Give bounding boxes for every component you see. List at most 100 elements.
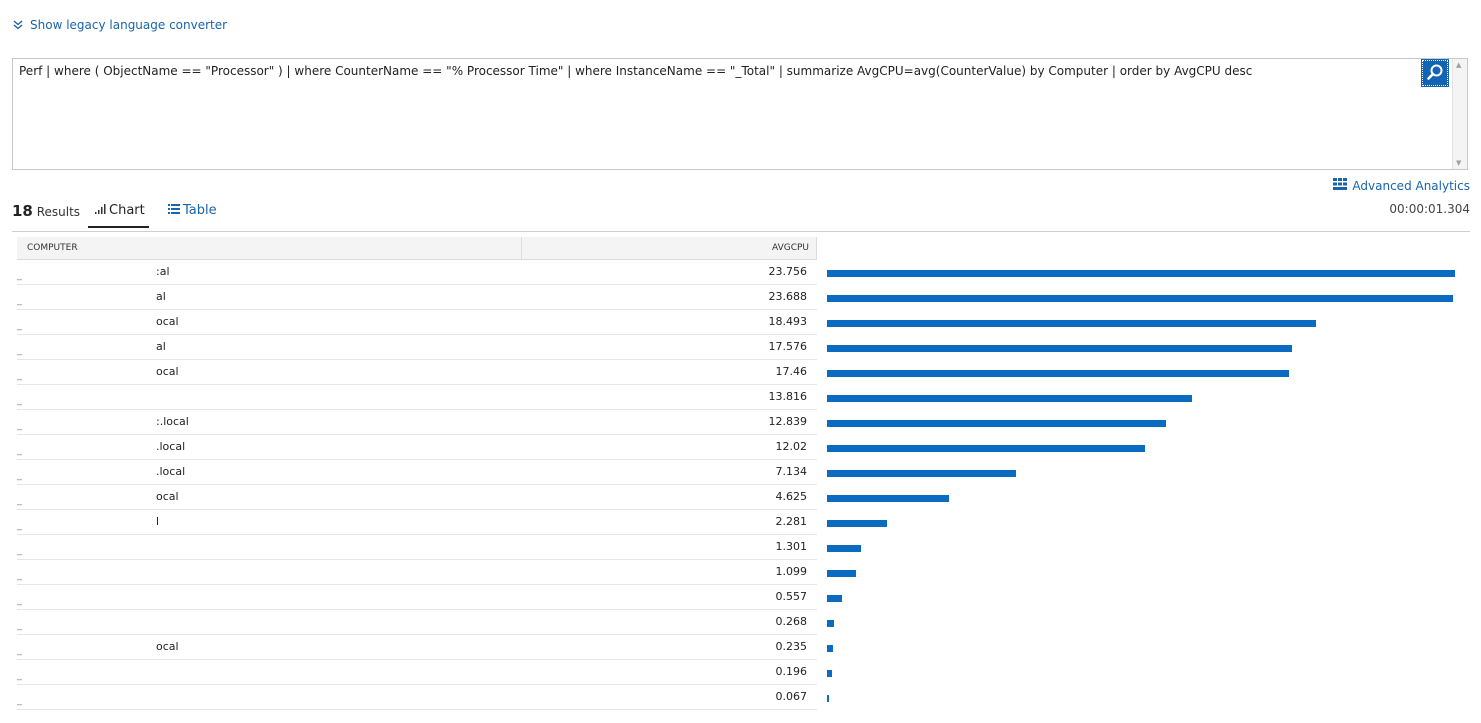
elapsed-time: 00:00:01.304 bbox=[1389, 202, 1470, 216]
bar-chart-icon bbox=[95, 203, 106, 218]
table-row[interactable]: _ al 23.688 bbox=[0, 285, 1481, 310]
avgcpu-bar bbox=[827, 520, 887, 527]
computer-name: al bbox=[156, 340, 166, 353]
row-expand-icon[interactable]: _ bbox=[17, 395, 22, 406]
row-expand-icon[interactable]: _ bbox=[17, 270, 22, 281]
tab-chart-label: Chart bbox=[109, 203, 145, 218]
avgcpu-bar bbox=[827, 670, 832, 677]
avgcpu-value: 2.281 bbox=[775, 515, 808, 528]
table-row[interactable]: _ ocal 18.493 bbox=[0, 310, 1481, 335]
table-row[interactable]: _ 0.268 bbox=[0, 610, 1481, 635]
search-icon bbox=[1426, 63, 1444, 84]
avgcpu-bar bbox=[827, 420, 1166, 427]
avgcpu-value: 12.839 bbox=[768, 415, 808, 428]
tab-table-label: Table bbox=[183, 203, 217, 218]
avgcpu-bar bbox=[827, 345, 1292, 352]
computer-name: :.local bbox=[156, 415, 189, 428]
avgcpu-bar bbox=[827, 595, 842, 602]
table-row[interactable]: _ al 17.576 bbox=[0, 335, 1481, 360]
row-separator bbox=[17, 634, 817, 635]
table-row[interactable]: _ .local 12.02 bbox=[0, 435, 1481, 460]
run-search-button[interactable] bbox=[1421, 59, 1449, 87]
table-row[interactable]: _ .local 7.134 bbox=[0, 460, 1481, 485]
avgcpu-bar bbox=[827, 495, 949, 502]
row-expand-icon[interactable]: _ bbox=[17, 695, 22, 706]
avgcpu-value: 0.235 bbox=[775, 640, 808, 653]
avgcpu-value: 0.268 bbox=[775, 615, 808, 628]
table-row[interactable]: _ 0.067 bbox=[0, 685, 1481, 710]
scroll-down-icon[interactable]: ▼ bbox=[1456, 159, 1462, 167]
computer-name: .local bbox=[156, 440, 186, 453]
tab-table[interactable]: Table bbox=[168, 203, 217, 218]
avgcpu-value: 1.301 bbox=[775, 540, 808, 553]
table-row[interactable]: _ ocal 0.235 bbox=[0, 635, 1481, 660]
table-row[interactable]: _ 1.099 bbox=[0, 560, 1481, 585]
query-editor[interactable]: Perf | where ( ObjectName == "Processor"… bbox=[12, 58, 1468, 170]
table-row[interactable]: _ 0.196 bbox=[0, 660, 1481, 685]
row-expand-icon[interactable]: _ bbox=[17, 445, 22, 456]
avgcpu-bar bbox=[827, 395, 1192, 402]
avgcpu-value: 7.134 bbox=[775, 465, 808, 478]
table-row[interactable]: _ l 2.281 bbox=[0, 510, 1481, 535]
avgcpu-value: 0.557 bbox=[775, 590, 808, 603]
row-expand-icon[interactable]: _ bbox=[17, 645, 22, 656]
row-expand-icon[interactable]: _ bbox=[17, 370, 22, 381]
table-row[interactable]: _ ocal 4.625 bbox=[0, 485, 1481, 510]
computer-name: ocal bbox=[156, 315, 179, 328]
scroll-up-icon[interactable]: ▲ bbox=[1456, 61, 1462, 69]
row-expand-icon[interactable]: _ bbox=[17, 595, 22, 606]
row-separator bbox=[17, 709, 817, 710]
column-header-avgcpu[interactable]: AVGCPU bbox=[771, 243, 809, 253]
tab-chart[interactable]: Chart bbox=[95, 203, 145, 218]
computer-name: ocal bbox=[156, 640, 179, 653]
avgcpu-value: 4.625 bbox=[775, 490, 808, 503]
row-expand-icon[interactable]: _ bbox=[17, 495, 22, 506]
column-divider[interactable] bbox=[521, 237, 522, 259]
query-text[interactable]: Perf | where ( ObjectName == "Processor"… bbox=[19, 64, 1253, 78]
active-tab-indicator bbox=[88, 226, 149, 228]
row-separator bbox=[17, 284, 817, 285]
row-separator bbox=[17, 459, 817, 460]
avgcpu-value: 13.816 bbox=[768, 390, 808, 403]
table-row[interactable]: _ 13.816 bbox=[0, 385, 1481, 410]
row-separator bbox=[17, 584, 817, 585]
table-row[interactable]: _ 1.301 bbox=[0, 535, 1481, 560]
avgcpu-value: 17.46 bbox=[775, 365, 808, 378]
avgcpu-bar bbox=[827, 695, 829, 702]
column-header-computer[interactable]: COMPUTER bbox=[27, 243, 78, 253]
avgcpu-bar bbox=[827, 545, 861, 552]
row-expand-icon[interactable]: _ bbox=[17, 295, 22, 306]
row-separator bbox=[17, 359, 817, 360]
grid-header: COMPUTER AVGCPU bbox=[17, 237, 817, 260]
double-chevron-down-icon bbox=[12, 19, 24, 31]
row-expand-icon[interactable]: _ bbox=[17, 320, 22, 331]
table-row[interactable]: _ ocal 17.46 bbox=[0, 360, 1481, 385]
table-row[interactable]: _ :.local 12.839 bbox=[0, 410, 1481, 435]
computer-name: .local bbox=[156, 465, 186, 478]
row-expand-icon[interactable]: _ bbox=[17, 545, 22, 556]
avgcpu-value: 18.493 bbox=[768, 315, 808, 328]
row-separator bbox=[17, 384, 817, 385]
row-separator bbox=[17, 684, 817, 685]
row-expand-icon[interactable]: _ bbox=[17, 420, 22, 431]
legacy-converter-toggle[interactable]: Show legacy language converter bbox=[12, 18, 227, 32]
table-row[interactable]: _:al 23.756 bbox=[0, 260, 1481, 285]
row-expand-icon[interactable]: _ bbox=[17, 470, 22, 481]
row-expand-icon[interactable]: _ bbox=[17, 670, 22, 681]
row-expand-icon[interactable]: _ bbox=[17, 345, 22, 356]
computer-name: :al bbox=[156, 265, 170, 278]
row-separator bbox=[17, 509, 817, 510]
avgcpu-bar bbox=[827, 570, 856, 577]
row-expand-icon[interactable]: _ bbox=[17, 570, 22, 581]
row-separator bbox=[17, 434, 817, 435]
avgcpu-bar bbox=[827, 295, 1453, 302]
avgcpu-value: 0.196 bbox=[775, 665, 808, 678]
table-row[interactable]: _ 0.557 bbox=[0, 585, 1481, 610]
row-expand-icon[interactable]: _ bbox=[17, 520, 22, 531]
query-scrollbar[interactable]: ▲ ▼ bbox=[1452, 59, 1467, 169]
avgcpu-bar bbox=[827, 445, 1145, 452]
grid-icon bbox=[1333, 178, 1348, 193]
advanced-analytics-link[interactable]: Advanced Analytics bbox=[1333, 178, 1470, 193]
row-expand-icon[interactable]: _ bbox=[17, 620, 22, 631]
avgcpu-bar bbox=[827, 645, 833, 652]
